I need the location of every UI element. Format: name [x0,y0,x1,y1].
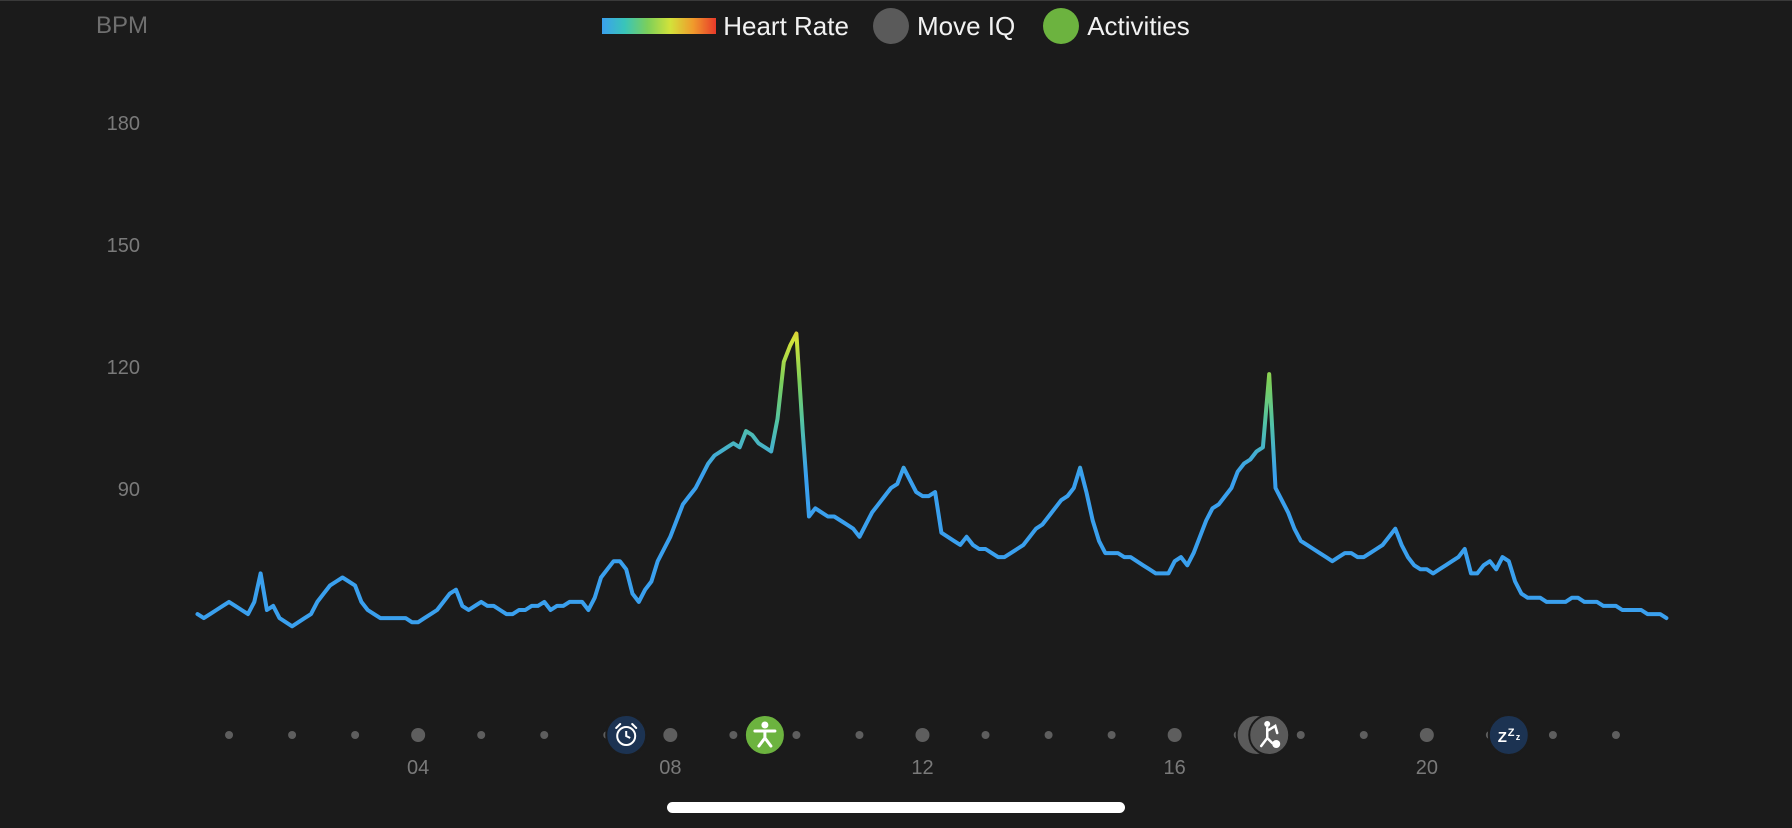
legend-label-heart-rate: Heart Rate [723,10,849,41]
y-axis-unit-label: BPM [96,12,149,39]
svg-text:Z: Z [1498,729,1507,746]
svg-text:z: z [1516,732,1521,742]
person-activity-icon [753,721,777,748]
activity-event-marker[interactable] [743,714,786,756]
timeline-hour-dot [663,728,678,742]
move-iq-dot-swatch [872,8,909,44]
heart-rate-gradient-swatch [602,18,717,34]
timeline-hour-dot [1359,731,1368,739]
legend-item-activities[interactable]: Activities [1043,8,1190,44]
legend-label-move-iq: Move IQ [916,10,1016,41]
timeline-hour-dot [915,728,930,742]
chart-legend: Heart Rate Move IQ Activities [0,8,1792,44]
y-axis-ticks: 90 120 150 180 [107,113,140,501]
home-indicator [667,802,1125,813]
x-tick-label-12: 12 [911,757,933,779]
legend-item-move-iq[interactable]: Move IQ [872,8,1016,44]
timeline-hour-dot [1167,728,1182,742]
timeline-hour-dot [792,731,801,739]
x-tick-label-16: 16 [1164,757,1186,779]
timeline-hour-dot [351,731,360,739]
x-axis-ticks: 04 08 12 16 20 [407,757,1438,779]
y-tick-label-150: 150 [107,235,140,257]
elliptical-trainer-icon [1259,721,1281,748]
top-divider [0,0,1792,1]
timeline-hour-dot [411,728,426,742]
timeline-hour-dot [225,731,234,739]
legend-item-heart-rate[interactable]: Heart Rate [602,11,849,42]
svg-text:Z: Z [1508,727,1515,739]
x-tick-label-20: 20 [1416,757,1438,779]
timeline-hour-dot [855,731,864,739]
heart-rate-line [195,331,1669,629]
timeline-hour-dot [981,731,990,739]
timeline-hour-dot [288,731,297,739]
timeline-hour-dot [1611,731,1620,739]
timeline-hour-dot [1419,728,1434,742]
sleep-circle [1487,714,1530,756]
timeline-hour-dot [1548,731,1557,739]
series-group [195,331,1669,629]
timeline-hour-dot [1296,731,1305,739]
alarm-clock-icon [615,723,638,746]
timeline-hour-dot [729,731,738,739]
timeline-hour-dot [1107,731,1116,739]
x-tick-label-04: 04 [407,757,429,779]
timeline-hour-dot [540,731,549,739]
y-tick-label-90: 90 [118,479,140,501]
timeline-hour-dot [477,731,486,739]
y-tick-label-120: 120 [107,357,140,379]
y-tick-label-180: 180 [107,113,140,135]
timeline-dots [225,728,1620,742]
elliptical-circle [1248,714,1291,756]
timeline-hour-dot [1044,731,1053,739]
activities-dot-swatch [1043,8,1080,44]
elliptical-event-marker[interactable] [1248,714,1291,756]
x-tick-label-08: 08 [659,757,681,779]
alarm-event-marker[interactable] [605,714,648,756]
legend-label-activities: Activities [1087,10,1190,41]
